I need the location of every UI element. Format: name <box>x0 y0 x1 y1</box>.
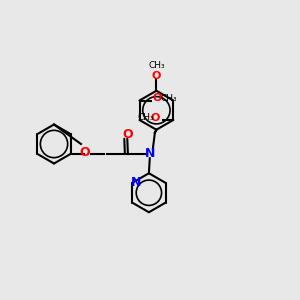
Text: O: O <box>153 93 162 103</box>
Text: O: O <box>152 71 161 81</box>
Text: O: O <box>151 112 160 123</box>
Text: N: N <box>130 176 141 190</box>
Text: CH₃: CH₃ <box>160 94 177 103</box>
Text: CH₃: CH₃ <box>148 61 165 70</box>
Text: CH₃: CH₃ <box>137 113 154 122</box>
Text: N: N <box>145 147 156 160</box>
Text: O: O <box>80 146 90 159</box>
Text: O: O <box>123 128 133 141</box>
